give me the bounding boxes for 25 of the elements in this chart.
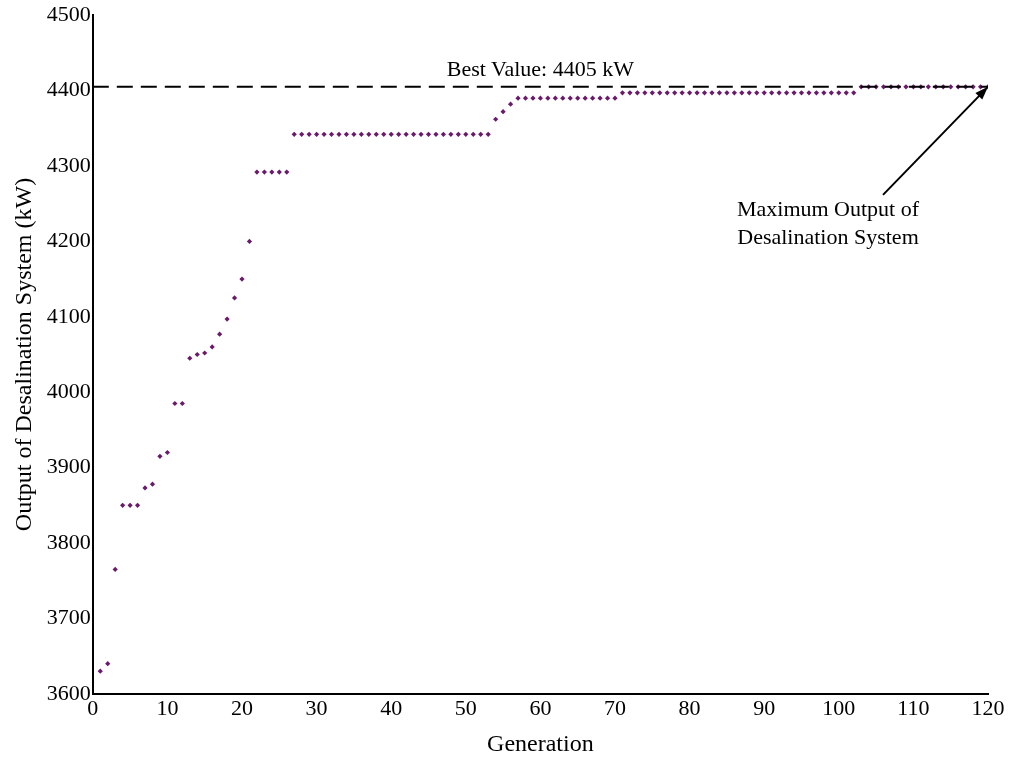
- ref-line-label: Best Value: 4405 kW: [446, 55, 635, 81]
- x-tick-label: 80: [678, 694, 701, 720]
- x-tick-label: 10: [156, 694, 179, 720]
- x-tick-label: 30: [305, 694, 328, 720]
- y-axis-title: Output of Desalination System (kW): [9, 177, 36, 532]
- y-tick-label: 4500: [46, 0, 91, 26]
- y-tick-label: 3800: [46, 528, 91, 554]
- x-tick-label: 100: [822, 694, 856, 720]
- x-tick-label: 120: [971, 694, 1005, 720]
- y-tick-label: 3700: [46, 604, 91, 630]
- y-tick-label: 4100: [46, 302, 91, 328]
- annotation: Maximum Output of Desalination System: [736, 195, 920, 249]
- x-tick-label: 40: [380, 694, 403, 720]
- y-tick-label: 4400: [46, 76, 91, 102]
- y-tick-label: 4200: [46, 227, 91, 253]
- x-tick-label: 70: [604, 694, 626, 720]
- y-tick-label: 4300: [46, 151, 91, 177]
- x-tick-label: 50: [454, 694, 477, 720]
- y-tick-label: 3900: [46, 453, 91, 479]
- x-tick-label: 110: [897, 694, 930, 720]
- x-axis-title: Generation: [487, 729, 594, 756]
- y-tick-label: 4000: [46, 377, 91, 403]
- x-tick-label: 20: [231, 694, 253, 720]
- x-tick-label: 60: [529, 694, 552, 720]
- x-tick-label: 90: [753, 694, 776, 720]
